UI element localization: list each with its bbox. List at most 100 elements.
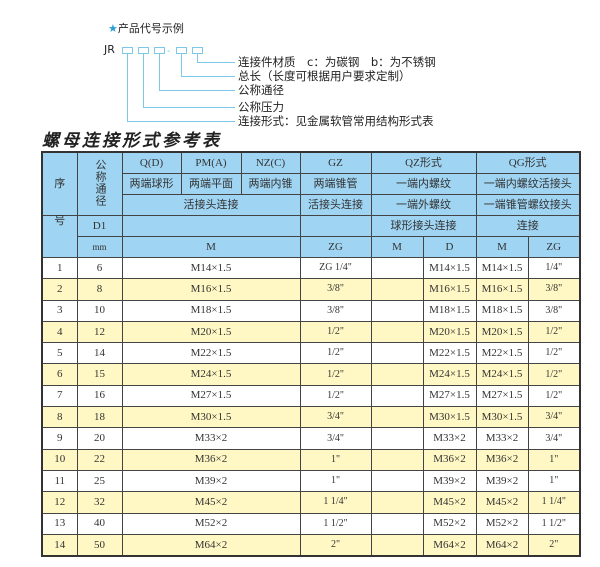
header-seq: 序 (41, 151, 78, 216)
nominal-diameter: 6 (76, 256, 123, 280)
qz-m (370, 320, 424, 344)
row-number: 6 (41, 363, 78, 386)
row-number: 5 (41, 342, 78, 365)
qz-m (370, 278, 424, 301)
qg-m: M16×1.5 (475, 278, 529, 301)
qz-m (370, 512, 424, 535)
thread-zg: 1" (299, 469, 372, 493)
label-material: 连接件材质 c：为碳钢 b：为不锈钢 (238, 55, 436, 69)
table-row: 4 12 M20×1.5 1/2" M20×1.5 M20×1.5 1/2" (41, 320, 581, 344)
thread-zg: 1/2" (299, 384, 372, 408)
thread-zg: 1/2" (299, 342, 372, 365)
qg-m: M27×1.5 (475, 384, 529, 408)
table-title: 螺母连接形式参考表 (42, 131, 222, 151)
qz-m (370, 256, 424, 280)
thread-zg: 3/4" (299, 406, 372, 429)
thread-m: M33×2 (121, 427, 301, 450)
thread-m: M36×2 (121, 448, 301, 471)
qg-m: M36×2 (475, 448, 529, 471)
qg-zg: 1/4" (527, 256, 581, 280)
unit-m: M (121, 236, 301, 258)
qg-zg: 1/2" (527, 342, 581, 365)
row-number: 14 (41, 533, 78, 557)
qg-m: M24×1.5 (475, 363, 529, 386)
nominal-diameter: 32 (76, 491, 123, 514)
qg-m: M64×2 (475, 533, 529, 557)
qg-zg: 1" (527, 469, 581, 493)
header-nominal-text: 公称通径 (94, 158, 106, 207)
unit-qz-m: M (370, 236, 424, 258)
qz-m (370, 299, 424, 322)
thread-zg: ZG 1/4" (299, 256, 372, 280)
qg-m: M39×2 (475, 469, 529, 493)
thread-m: M30×1.5 (121, 406, 301, 429)
leader-line (127, 53, 128, 121)
thread-m: M27×1.5 (121, 384, 301, 408)
qz-d: M36×2 (422, 448, 477, 471)
qz-m (370, 427, 424, 450)
nominal-diameter: 15 (76, 363, 123, 386)
desc-nzc: 两端内锥 (240, 173, 301, 195)
leader-line (143, 107, 235, 108)
thread-m: M18×1.5 (121, 299, 301, 322)
label-connection-form: 连接形式：见金属软管常用结构形式表 (238, 114, 434, 128)
code-prefix: JR (104, 43, 115, 56)
header-seq2: 号 (41, 215, 78, 258)
qz-m (370, 406, 424, 429)
qg-zg: 3/8" (527, 278, 581, 301)
qz-d: M45×2 (422, 491, 477, 514)
qz-d: M33×2 (422, 427, 477, 450)
table-row: 8 18 M30×1.5 3/4" M30×1.5 M30×1.5 3/4" (41, 406, 581, 429)
qz-d: M27×1.5 (422, 384, 477, 408)
header-nominal: 公称通径 (76, 151, 123, 216)
nut-connection-table: 序 公称通径 Q(D) PM(A) NZ(C) GZ QZ形式 QG形式 两端球… (41, 151, 581, 558)
table-row: 13 40 M52×2 1 1/2" M52×2 M52×2 1 1/2" (41, 512, 581, 535)
qg-zg: 1/2" (527, 363, 581, 386)
blank (121, 215, 301, 237)
qg-m: M22×1.5 (475, 342, 529, 365)
row-number: 12 (41, 491, 78, 514)
qz-d: M20×1.5 (422, 320, 477, 344)
unit-qg-zg: ZG (527, 236, 581, 258)
table-row: 10 22 M36×2 1" M36×2 M36×2 1" (41, 448, 581, 471)
qg-m: M18×1.5 (475, 299, 529, 322)
nominal-diameter: 12 (76, 320, 123, 344)
qg-zg: 1" (527, 448, 581, 471)
qz-d: M22×1.5 (422, 342, 477, 365)
leader-line (159, 90, 235, 91)
thread-m: M20×1.5 (121, 320, 301, 344)
desc3-qg: 连接 (475, 215, 581, 237)
qg-m: M52×2 (475, 512, 529, 535)
row-number: 13 (41, 512, 78, 535)
qz-d: M24×1.5 (422, 363, 477, 386)
qz-m (370, 469, 424, 493)
qg-zg: 1/2" (527, 384, 581, 408)
table-row: 12 32 M45×2 1 1/4" M45×2 M45×2 1 1/4" (41, 491, 581, 514)
qz-m (370, 491, 424, 514)
qz-d: M18×1.5 (422, 299, 477, 322)
desc2-qg: 一端锥管螺纹接头 (475, 194, 581, 216)
code-dash: - (167, 46, 171, 57)
thread-zg: 3/8" (299, 299, 372, 322)
qg-zg: 1 1/2" (527, 512, 581, 535)
desc3-qz: 球形接头连接 (370, 215, 477, 237)
star-icon: ★ (108, 22, 118, 35)
thread-m: M14×1.5 (121, 256, 301, 280)
thread-m: M24×1.5 (121, 363, 301, 386)
leader-line (159, 53, 160, 90)
header-qz: QZ形式 (370, 151, 477, 174)
qg-zg: 1 1/4" (527, 491, 581, 514)
blank (299, 215, 372, 237)
qg-zg: 3/4" (527, 427, 581, 450)
example-heading-text: 产品代号示例 (117, 22, 184, 35)
row-number: 10 (41, 448, 78, 471)
thread-m: M64×2 (121, 533, 301, 557)
table-row: 3 10 M18×1.5 3/8" M18×1.5 M18×1.5 3/8" (41, 299, 581, 322)
table-row: 6 15 M24×1.5 1/2" M24×1.5 M24×1.5 1/2" (41, 363, 581, 386)
header-qd: Q(D) (121, 151, 182, 174)
nominal-diameter: 20 (76, 427, 123, 450)
thread-m: M52×2 (121, 512, 301, 535)
qz-m (370, 533, 424, 557)
row-number: 11 (41, 469, 78, 493)
header-gz: GZ (299, 151, 372, 174)
